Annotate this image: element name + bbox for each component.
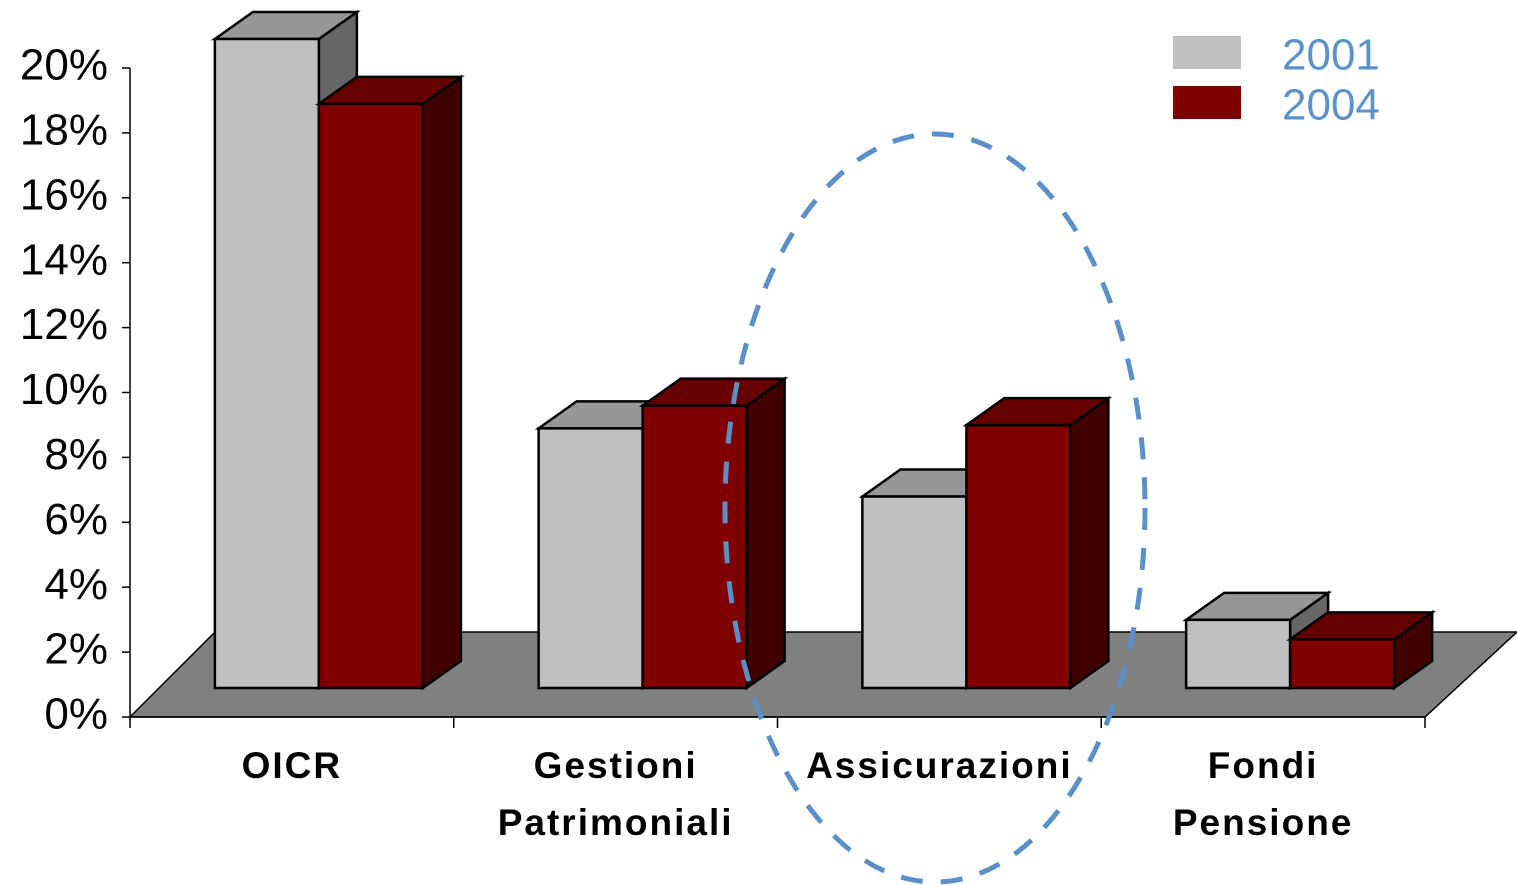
bar xyxy=(861,495,968,690)
y-tick-label: 18% xyxy=(20,106,108,155)
y-tick-label: 20% xyxy=(20,41,108,90)
y-tick-label: 10% xyxy=(20,365,108,414)
legend-swatch xyxy=(1173,36,1241,69)
bar xyxy=(1288,638,1396,690)
y-tick-label: 6% xyxy=(44,495,108,544)
bar xyxy=(537,427,644,690)
y-tick-label: 14% xyxy=(20,235,108,284)
bar xyxy=(213,37,321,690)
y-tick-label: 16% xyxy=(20,170,108,219)
bar xyxy=(317,102,425,690)
legend-label: 2004 xyxy=(1282,81,1380,130)
y-tick-label: 12% xyxy=(20,300,108,349)
legend-swatch xyxy=(1173,86,1241,119)
y-tick-label: 0% xyxy=(44,690,108,739)
bar xyxy=(1184,618,1292,690)
bar xyxy=(641,404,748,690)
y-tick-label: 4% xyxy=(44,560,108,609)
x-tick-label: Gestioni Patrimoniali xyxy=(497,745,734,843)
x-tick-label: Assicurazioni xyxy=(806,745,1073,786)
bar-side xyxy=(745,376,786,691)
x-tick-label: Fondi Pensione xyxy=(1172,745,1354,843)
y-tick-label: 2% xyxy=(44,625,108,674)
highlight-ellipse xyxy=(722,131,1148,885)
bar-side xyxy=(1069,395,1110,691)
y-tick-label: 8% xyxy=(44,430,108,479)
bar xyxy=(965,423,1072,690)
legend-label: 2001 xyxy=(1282,31,1380,80)
x-tick-label: OICR xyxy=(241,745,343,786)
bar-side xyxy=(421,74,463,691)
